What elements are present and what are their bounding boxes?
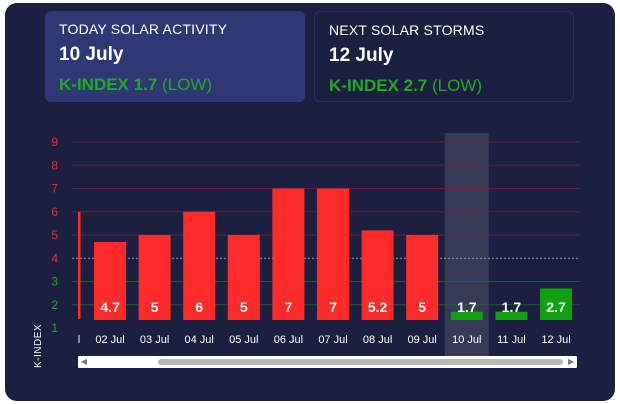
x-tick-label: 10 Jul [452, 334, 481, 346]
bar [272, 188, 305, 320]
bar [450, 311, 483, 320]
x-tick-label: 06 Jul [274, 334, 303, 346]
bar-value-label: 4.7 [100, 299, 120, 315]
y-axis-label: K-INDEX [33, 323, 44, 368]
next-card-date: 12 July [329, 45, 394, 66]
bar-value-label: 1.7 [502, 299, 522, 315]
bar-value-label: 5.2 [368, 299, 388, 315]
y-tick-label: 8 [51, 158, 58, 172]
x-tick-label: 09 Jul [408, 334, 437, 346]
today-kindex-level: (LOW) [161, 75, 213, 94]
bar [361, 230, 394, 320]
y-tick-label: 5 [51, 228, 58, 242]
x-tick-label: 07 Jul [318, 334, 347, 346]
y-tick-label: 9 [51, 135, 58, 149]
next-kindex-level: (LOW) [431, 76, 483, 95]
bar-value-label: 1.7 [457, 299, 477, 315]
y-tick-label: 6 [51, 205, 58, 219]
bar [317, 188, 349, 320]
next-kindex-value: K-INDEX 2.7 [329, 76, 428, 95]
bar-value-label: 2.7 [546, 299, 566, 315]
x-tick-label: 11 Jul [497, 334, 526, 346]
today-card-title: TODAY SOLAR ACTIVITY [59, 21, 228, 37]
y-tick-label: 2 [51, 298, 58, 312]
bar [540, 288, 572, 320]
next-storms-card[interactable]: NEXT SOLAR STORMS 12 July K-INDEX 2.7 (L… [314, 11, 574, 102]
x-tick-label: 05 Jul [229, 334, 258, 346]
y-tick-label: 4 [51, 251, 58, 265]
bar-value-label: 5 [151, 299, 159, 315]
bar-value-label: 6 [195, 299, 203, 315]
chart-scrollbar[interactable]: ◀ ▶ [78, 356, 577, 368]
today-activity-card[interactable]: TODAY SOLAR ACTIVITY 10 July K-INDEX 1.7… [45, 11, 305, 102]
bar [406, 235, 439, 320]
bar [183, 211, 216, 320]
bar [94, 241, 126, 320]
today-card-date: 10 July [59, 44, 124, 65]
next-kindex: K-INDEX 2.7 (LOW) [329, 76, 482, 96]
x-tick-label: 02 Jul [95, 334, 124, 346]
bar [495, 311, 528, 320]
highlight-band [444, 133, 489, 357]
next-card-title: NEXT SOLAR STORMS [329, 22, 485, 38]
y-tick-label: 7 [51, 182, 58, 196]
scrollbar-thumb[interactable] [158, 359, 563, 365]
y-tick-label: 1 [51, 321, 58, 335]
x-tick-label: l [78, 334, 80, 346]
bar-value-label: 5 [240, 299, 248, 315]
bar-value-label: 5 [418, 299, 426, 315]
arrow-right-icon[interactable]: ▶ [567, 357, 575, 366]
bar-value-label: 7 [285, 299, 293, 315]
bar-partial [78, 211, 81, 319]
bar [227, 235, 260, 320]
x-tick-label: 12 Jul [541, 334, 570, 346]
x-tick-label: 03 Jul [140, 334, 169, 346]
today-kindex: K-INDEX 1.7 (LOW) [59, 75, 212, 95]
x-tick-label: 08 Jul [363, 334, 392, 346]
x-tick-label: 04 Jul [185, 334, 214, 346]
arrow-left-icon[interactable]: ◀ [80, 357, 88, 366]
y-tick-label: 3 [51, 275, 58, 289]
bar-value-label: 7 [329, 299, 337, 315]
bar [138, 235, 171, 320]
today-kindex-value: K-INDEX 1.7 [59, 75, 158, 94]
